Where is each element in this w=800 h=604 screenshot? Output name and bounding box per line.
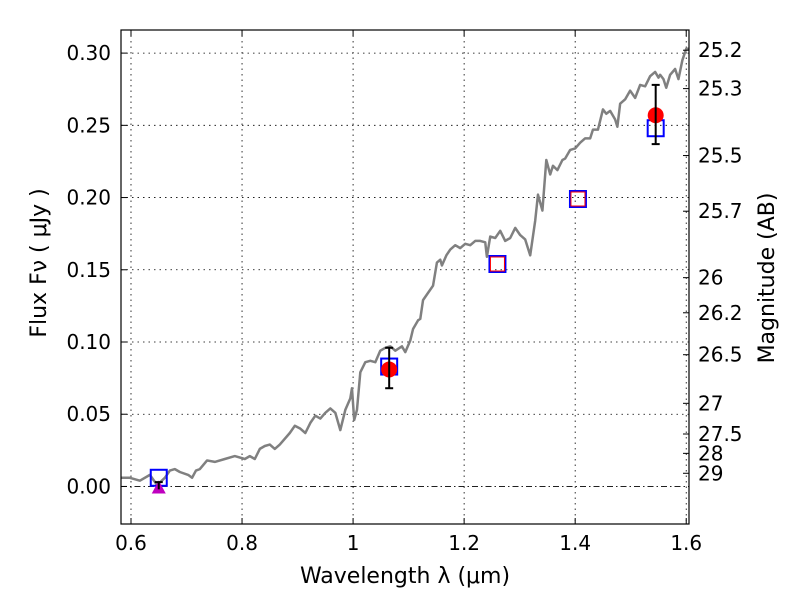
x-tick-label: 1.2	[448, 531, 480, 555]
right-axis-label: Magnitude (AB)	[755, 193, 780, 364]
right-tick-label: 26	[698, 266, 723, 290]
y-tick-label: 0.25	[66, 113, 111, 137]
right-tick-label: 27	[698, 391, 723, 415]
y-tick-label: 0.00	[66, 474, 111, 498]
right-tick-label: 25.5	[698, 144, 743, 168]
right-tick-label: 29	[698, 461, 723, 485]
y-tick-label: 0.20	[66, 186, 111, 210]
x-tick-label: 1.4	[559, 531, 591, 555]
model-square-marker	[488, 255, 507, 273]
y-tick-label: 0.15	[66, 258, 111, 282]
y-tick-label: 0.10	[66, 330, 111, 354]
x-axis-label: Wavelength λ (μm)	[300, 564, 510, 589]
right-tick-label: 25.2	[698, 38, 743, 62]
plot-frame	[120, 29, 690, 525]
x-tick-label: 1.6	[670, 531, 702, 555]
observed-small-square-marker	[570, 191, 586, 207]
right-tick-label: 25.7	[698, 199, 743, 223]
y-tick-label: 0.05	[66, 402, 111, 426]
model-square-marker	[568, 190, 587, 208]
right-tick-label: 27.5	[698, 422, 743, 446]
axis-ticks: 0.6 0.8 1 1.2 1.4 1.6 0.00 0.05 0.10 0.15 0.20 0.25…	[66, 30, 743, 555]
right-tick-label: 25.3	[698, 77, 743, 101]
x-tick-label: 1	[347, 531, 360, 555]
grid	[121, 30, 689, 524]
y-tick-label: 0.30	[66, 41, 111, 65]
right-tick-label: 26.5	[698, 343, 743, 367]
photometry-markers	[149, 83, 665, 494]
observed-small-square-marker	[489, 256, 505, 272]
right-tick-label: 26.2	[698, 301, 743, 325]
x-tick-label: 0.8	[226, 531, 258, 555]
x-tick-label: 0.6	[115, 531, 147, 555]
right-tick-label: 28	[698, 441, 723, 465]
spectrum-series	[121, 47, 689, 487]
y-axis-label: Flux Fν ( μJy )	[27, 188, 52, 337]
spectrum-line	[121, 47, 689, 487]
